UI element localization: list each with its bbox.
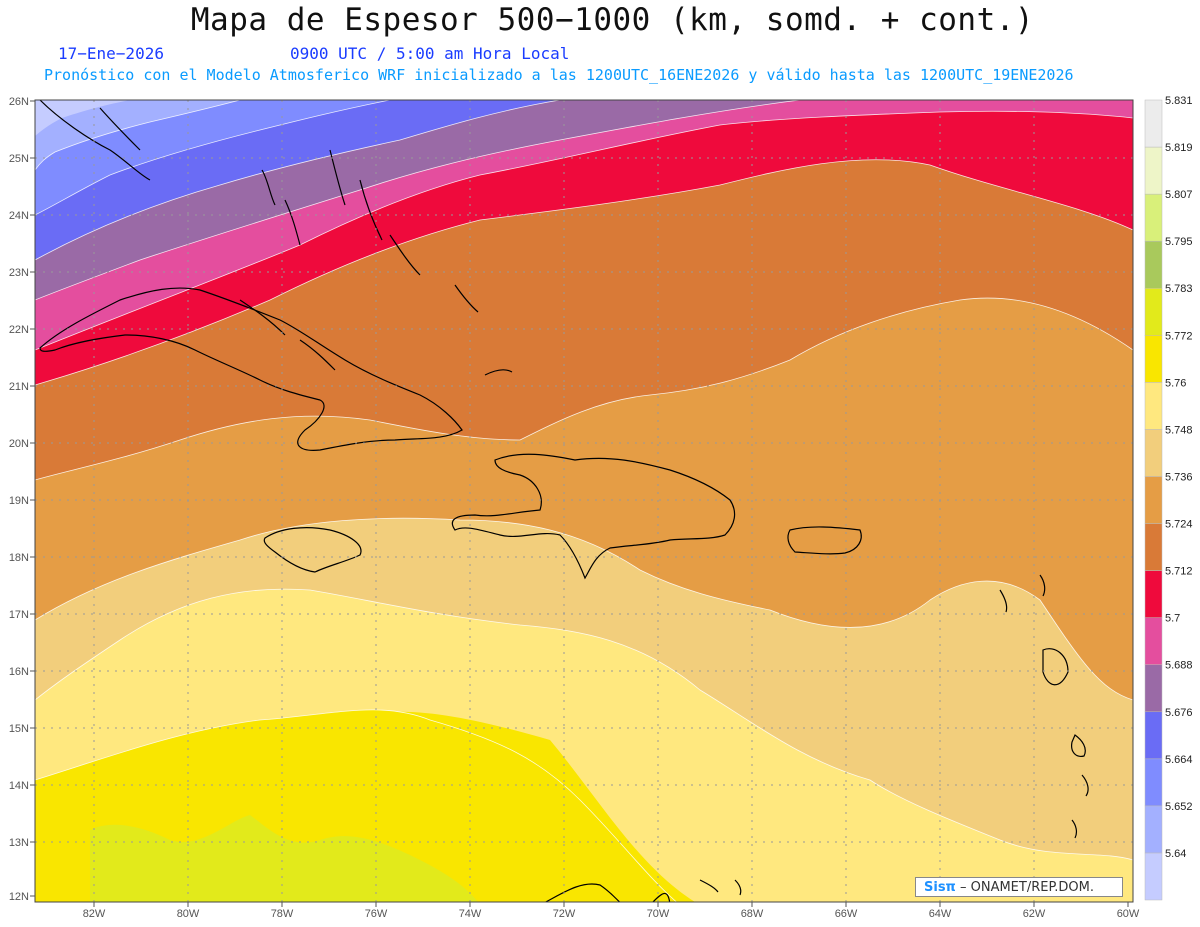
lat-label: 16N (9, 666, 29, 678)
lat-label: 17N (9, 609, 29, 621)
colorbar-swatch (1144, 382, 1163, 430)
latitude-labels: 26N 25N 24N 23N 22N 21N 20N 19N 18N 17N … (9, 96, 29, 903)
colorbar-swatch (1144, 664, 1163, 713)
lon-label: 76W (365, 908, 388, 920)
colorbar-label: 5.772 (1165, 330, 1193, 342)
colorbar-label: 5.748 (1165, 424, 1193, 436)
colorbar-label: 5.831 (1165, 95, 1193, 107)
colorbar-swatch (1144, 240, 1163, 289)
south-america-coast (544, 879, 742, 902)
sispi-logo: Sisπ (924, 880, 956, 895)
colorbar-swatch (1144, 193, 1163, 242)
colorbar: 5.64 5.652 5.664 5.676 5.688 5.7 5.712 5.724 5.7… (1144, 95, 1193, 901)
colorbar-label: 5.64 (1165, 848, 1186, 860)
colorbar-swatch (1144, 99, 1163, 148)
lat-label: 25N (9, 153, 29, 165)
lat-label: 26N (9, 96, 29, 108)
lon-label: 72W (553, 908, 576, 920)
colorbar-swatch (1144, 617, 1163, 665)
forecast-time: 0900 UTC / 5:00 am Hora Local (290, 44, 570, 63)
map-title: Mapa de Espesor 500−1000 (km, somd. + co… (190, 2, 1035, 38)
lon-label: 80W (177, 908, 200, 920)
colorbar-swatch (1144, 805, 1163, 854)
hispaniola-coast (451, 453, 736, 580)
lon-label: 60W (1117, 908, 1140, 920)
lat-label: 14N (9, 780, 29, 792)
colorbar-swatch (1144, 476, 1163, 524)
credit-text: – ONAMET/REP.DOM. (959, 880, 1095, 895)
colorbar-swatch (1144, 335, 1163, 383)
latitude-ticks (30, 100, 35, 897)
jamaica-coast (263, 527, 362, 573)
colorbar-label: 5.652 (1165, 801, 1193, 813)
colorbar-label: 5.7 (1165, 613, 1180, 625)
lat-label: 23N (9, 267, 29, 279)
colorbar-label: 5.688 (1165, 660, 1193, 672)
lat-label: 18N (9, 552, 29, 564)
colorbar-label: 5.807 (1165, 189, 1193, 201)
lon-label: 82W (83, 908, 106, 920)
lon-label: 62W (1023, 908, 1046, 920)
map-frame (34, 99, 1134, 903)
puerto-rico-coast (787, 526, 862, 555)
colorbar-label: 5.712 (1165, 566, 1193, 578)
forecast-date: 17−Ene−2026 (58, 44, 164, 63)
lon-label: 74W (459, 908, 482, 920)
colorbar-label: 5.736 (1165, 471, 1193, 483)
lat-label: 24N (9, 210, 29, 222)
colorbar-swatch (1144, 146, 1163, 195)
colorbar-swatch (1144, 287, 1163, 336)
coastlines (39, 100, 1089, 902)
lat-label: 19N (9, 495, 29, 507)
colorbar-label: 5.664 (1165, 754, 1193, 766)
colorbar-label: 5.76 (1165, 377, 1186, 389)
colorbar-swatch (1144, 523, 1163, 571)
lat-label: 20N (9, 438, 29, 450)
lon-label: 70W (647, 908, 670, 920)
colorbar-label: 5.724 (1165, 519, 1193, 531)
colorbar-swatch (1144, 429, 1163, 477)
lesser-antilles (999, 574, 1089, 839)
thickness-contours (35, 100, 1133, 902)
colorbar-swatch (1144, 758, 1163, 807)
lat-label: 21N (9, 381, 29, 393)
forecast-description: Pronóstico con el Modelo Atmosferico WRF… (44, 66, 1074, 84)
lon-label: 78W (271, 908, 294, 920)
lon-label: 68W (741, 908, 764, 920)
cuba-coast (39, 287, 463, 451)
lon-label: 66W (835, 908, 858, 920)
colorbar-label: 5.819 (1165, 142, 1193, 154)
lat-label: 13N (9, 837, 29, 849)
lat-label: 22N (9, 324, 29, 336)
colorbar-label: 5.795 (1165, 236, 1193, 248)
colorbar-swatch (1144, 711, 1163, 760)
colorbar-label: 5.783 (1165, 283, 1193, 295)
thickness-fill-layer (35, 100, 1133, 902)
credit-box: Sisπ – ONAMET/REP.DOM. (915, 877, 1123, 897)
lat-label: 12N (9, 891, 29, 903)
florida-coast (39, 100, 151, 181)
graticule (35, 100, 1133, 902)
lon-label: 64W (929, 908, 952, 920)
colorbar-swatch (1144, 852, 1163, 901)
longitude-labels: 82W 80W 78W 76W 74W 72W 70W 68W 66W 64W … (83, 908, 1140, 920)
colorbar-label: 5.676 (1165, 707, 1193, 719)
bahamas-islands (239, 149, 513, 376)
longitude-ticks (93, 902, 1129, 907)
colorbar-swatch (1144, 570, 1163, 618)
lat-label: 15N (9, 723, 29, 735)
